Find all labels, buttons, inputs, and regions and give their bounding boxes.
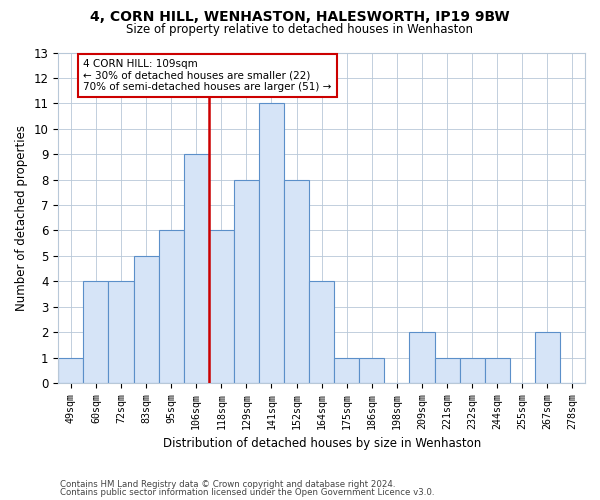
Bar: [485, 358, 510, 383]
Bar: [184, 154, 209, 383]
Bar: [460, 358, 485, 383]
Bar: [209, 230, 234, 383]
Text: Contains public sector information licensed under the Open Government Licence v3: Contains public sector information licen…: [60, 488, 434, 497]
Bar: [109, 282, 134, 383]
Bar: [158, 230, 184, 383]
Bar: [284, 180, 309, 383]
Text: 4, CORN HILL, WENHASTON, HALESWORTH, IP19 9BW: 4, CORN HILL, WENHASTON, HALESWORTH, IP1…: [90, 10, 510, 24]
Bar: [83, 282, 109, 383]
Y-axis label: Number of detached properties: Number of detached properties: [15, 124, 28, 310]
Bar: [334, 358, 359, 383]
Bar: [359, 358, 385, 383]
Bar: [58, 358, 83, 383]
X-axis label: Distribution of detached houses by size in Wenhaston: Distribution of detached houses by size …: [163, 437, 481, 450]
Bar: [535, 332, 560, 383]
Text: Size of property relative to detached houses in Wenhaston: Size of property relative to detached ho…: [127, 22, 473, 36]
Bar: [434, 358, 460, 383]
Bar: [134, 256, 158, 383]
Bar: [409, 332, 434, 383]
Bar: [259, 104, 284, 383]
Text: Contains HM Land Registry data © Crown copyright and database right 2024.: Contains HM Land Registry data © Crown c…: [60, 480, 395, 489]
Bar: [234, 180, 259, 383]
Text: 4 CORN HILL: 109sqm
← 30% of detached houses are smaller (22)
70% of semi-detach: 4 CORN HILL: 109sqm ← 30% of detached ho…: [83, 59, 332, 92]
Bar: [309, 282, 334, 383]
